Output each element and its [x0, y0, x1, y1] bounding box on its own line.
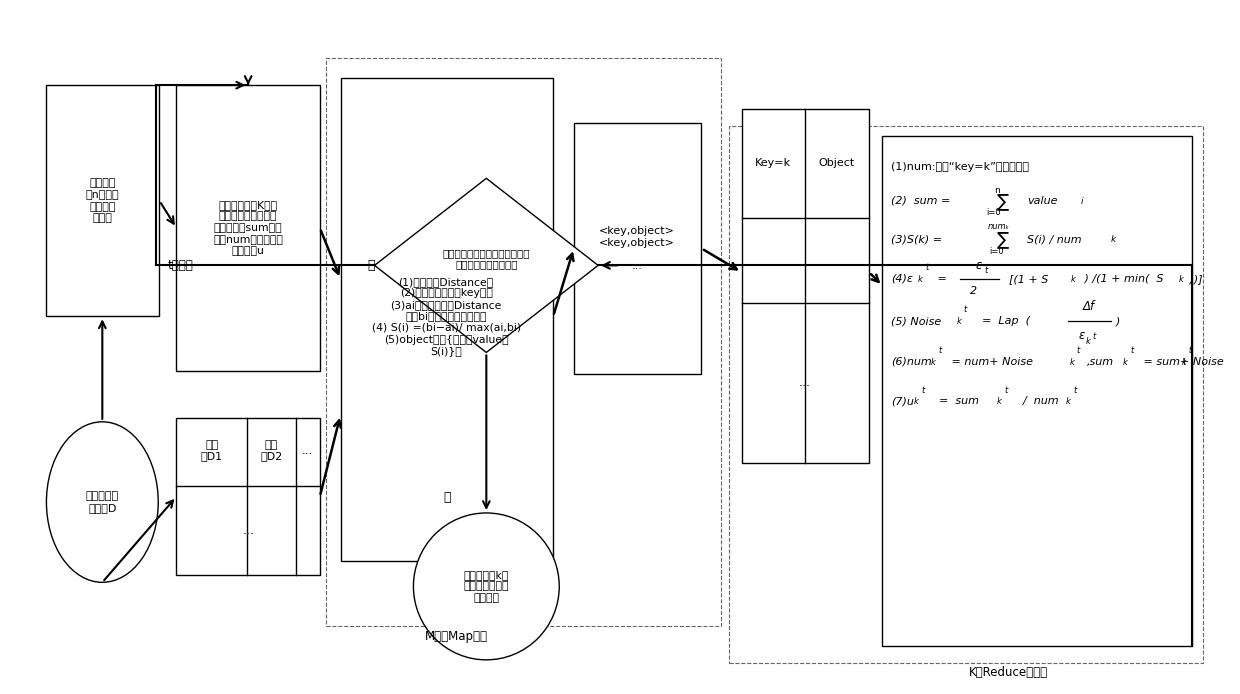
Text: Δf: Δf	[1083, 300, 1095, 313]
Text: t: t	[939, 346, 941, 355]
Text: k: k	[914, 397, 919, 406]
Text: 数据
片D1: 数据 片D1	[201, 439, 223, 462]
Bar	[46, 85, 160, 316]
Text: t: t	[1131, 346, 1133, 355]
Text: k: k	[918, 275, 923, 284]
Text: k: k	[997, 397, 1002, 406]
Text: 新的聚类中心和上次迭代的聚类
中心的距离小于阈値？: 新的聚类中心和上次迭代的聚类 中心的距离小于阈値？	[443, 248, 529, 269]
Text: S(i) / num: S(i) / num	[1027, 235, 1081, 244]
Text: 2: 2	[970, 286, 977, 296]
Text: k: k	[1066, 397, 1071, 406]
Text: t: t	[921, 386, 925, 395]
Text: ...: ...	[303, 444, 314, 457]
Ellipse shape	[413, 513, 559, 660]
Bar	[729, 126, 1203, 663]
Text: i=0: i=0	[990, 247, 1004, 256]
Text: 输入待聚类
数据集D: 输入待聚类 数据集D	[86, 491, 119, 513]
Text: (1)计算距离Distance；
(2)记录距离最小的key值；
(3)ai为距离最小的Distance
值，bi为距离第二小的值；
(4) S(i) =(bi: (1)计算距离Distance； (2)记录距离最小的key值； (3)ai为距…	[372, 277, 521, 356]
Text: (6)num: (6)num	[892, 357, 931, 367]
Text: k: k	[1071, 275, 1076, 284]
Text: 否: 否	[367, 259, 374, 272]
Text: =: =	[934, 274, 946, 284]
Text: (1)num:满足“key=k”的记录数；: (1)num:满足“key=k”的记录数；	[892, 162, 1029, 172]
Text: (2)  sum =: (2) sum =	[892, 196, 950, 206]
Text: 结束，输出k个
聚类中心和聚类
的记录数: 结束，输出k个 聚类中心和聚类 的记录数	[464, 570, 510, 603]
Text: numₖ: numₖ	[988, 221, 1011, 230]
Bar	[742, 109, 869, 463]
Text: i=0: i=0	[986, 208, 1001, 217]
Text: t: t	[985, 266, 988, 275]
Text: [(1 + S: [(1 + S	[1009, 274, 1048, 284]
Text: i: i	[1080, 196, 1083, 205]
Bar	[326, 58, 720, 626]
Text: 均分数据集为K个集
合，计算每个集合的
属性向量和sum和记
录数num，计算初始
聚类中心u: 均分数据集为K个集 合，计算每个集合的 属性向量和sum和记 录数num，计算初…	[213, 200, 283, 256]
Text: K个Reduce分任务: K个Reduce分任务	[970, 666, 1049, 679]
Text: M个分Map任务: M个分Map任务	[424, 629, 487, 643]
Text: ...: ...	[799, 376, 811, 389]
Ellipse shape	[46, 422, 159, 582]
Text: (4)ε: (4)ε	[892, 274, 913, 284]
Text: =  sum: = sum	[932, 396, 980, 407]
Text: 数据
片D2: 数据 片D2	[260, 439, 283, 462]
Text: ) /(1 + min(  S: ) /(1 + min( S	[1080, 274, 1163, 284]
Text: t: t	[1004, 386, 1007, 395]
Bar	[176, 85, 320, 371]
Text: 数据集中
的n条记录
进行归一
化处理: 数据集中 的n条记录 进行归一 化处理	[86, 178, 119, 223]
Text: k: k	[956, 317, 961, 326]
Text: ,sum: ,sum	[1086, 357, 1114, 367]
Text: (3)S(k) =: (3)S(k) =	[892, 235, 942, 244]
Text: ∑: ∑	[997, 192, 1009, 210]
Bar	[176, 418, 320, 575]
Text: t次迭代: t次迭代	[167, 259, 193, 272]
Polygon shape	[374, 178, 598, 353]
Text: (7)u: (7)u	[892, 396, 914, 407]
Text: ): )	[1116, 316, 1120, 326]
Text: t: t	[1092, 332, 1096, 341]
Text: (5) Noise: (5) Noise	[892, 316, 941, 326]
Text: /  num: / num	[1016, 396, 1059, 407]
Text: 是: 是	[444, 491, 451, 505]
Text: k: k	[1070, 357, 1075, 366]
Text: Key=k: Key=k	[755, 158, 791, 169]
Text: <key,object>
<key,object>

...: <key,object> <key,object> ...	[599, 226, 675, 271]
Text: ...: ...	[242, 524, 254, 537]
Text: t: t	[1074, 386, 1076, 395]
Text: Object: Object	[818, 158, 854, 169]
Text: t: t	[925, 263, 929, 272]
Text: ))]: ))]	[1187, 274, 1203, 284]
Text: k: k	[1111, 235, 1116, 244]
Text: t: t	[963, 305, 967, 314]
Text: n: n	[993, 186, 999, 194]
Text: = num+ Noise: = num+ Noise	[949, 357, 1033, 367]
Text: value: value	[1027, 196, 1058, 206]
Text: =  Lap  (: = Lap (	[975, 316, 1030, 326]
Bar	[883, 136, 1193, 646]
Text: k: k	[1085, 337, 1090, 346]
Text: t: t	[1076, 346, 1080, 355]
Text: k: k	[1179, 275, 1184, 284]
Bar	[574, 123, 702, 374]
Text: k: k	[1182, 357, 1185, 366]
Text: ε: ε	[976, 258, 982, 271]
Text: k: k	[931, 357, 936, 366]
Text: = sum+ Noise: = sum+ Noise	[1140, 357, 1224, 367]
Text: ∑: ∑	[997, 230, 1009, 248]
Text: t: t	[1189, 346, 1192, 355]
Text: ε: ε	[1079, 330, 1085, 342]
Bar	[341, 78, 553, 561]
Text: k: k	[1123, 357, 1128, 366]
